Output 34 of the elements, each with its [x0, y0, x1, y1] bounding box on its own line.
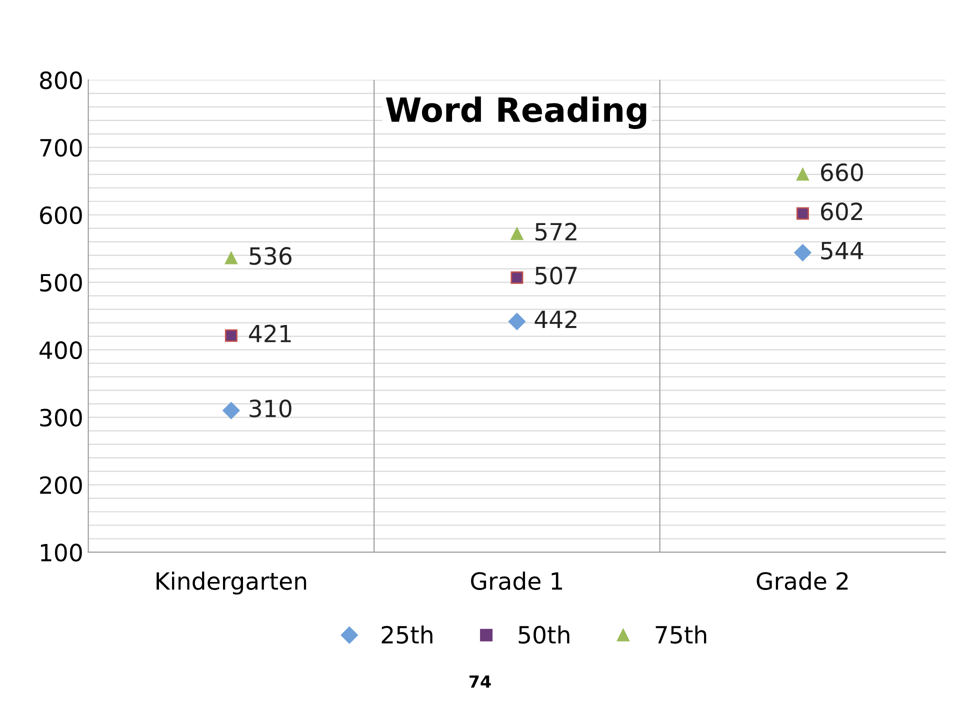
- legend-label: 75th: [656, 625, 706, 644]
- y-tick-label: 400: [40, 341, 82, 360]
- data-label: 421: [249, 324, 291, 342]
- data-label: 536: [250, 247, 292, 265]
- point: [794, 244, 812, 262]
- data-label: 660: [821, 163, 863, 182]
- point: [508, 312, 526, 330]
- chart-title: Word Reading: [386, 96, 646, 129]
- data-label: 442: [534, 310, 576, 328]
- x-tick-label: Grade 1: [471, 572, 562, 590]
- point: [222, 402, 240, 420]
- data-label: 602: [821, 202, 862, 220]
- point: [510, 228, 524, 240]
- data-label: 310: [250, 400, 292, 418]
- legend-label: 50th: [518, 625, 570, 644]
- x-tick-label: Grade 2: [756, 572, 848, 590]
- point: [224, 329, 238, 342]
- y-tick-label: 800: [40, 71, 82, 90]
- x-tick-label: Kindergarten: [156, 572, 306, 595]
- data-label: 572: [535, 222, 576, 241]
- y-tick-label: 700: [40, 138, 82, 157]
- y-tick-label: 300: [40, 408, 82, 427]
- legend-label: 25th: [382, 625, 432, 644]
- point: [224, 252, 238, 264]
- y-tick-label: 200: [40, 476, 82, 494]
- point: [796, 207, 809, 220]
- text: 74: [470, 675, 491, 688]
- y-tick-label: 100: [40, 544, 82, 562]
- data-label: 544: [821, 242, 864, 260]
- y-tick-label: 500: [40, 274, 82, 292]
- point: [510, 271, 524, 284]
- y-tick-label: 600: [40, 206, 82, 224]
- data-label: 507: [535, 266, 577, 284]
- point: [796, 168, 809, 181]
